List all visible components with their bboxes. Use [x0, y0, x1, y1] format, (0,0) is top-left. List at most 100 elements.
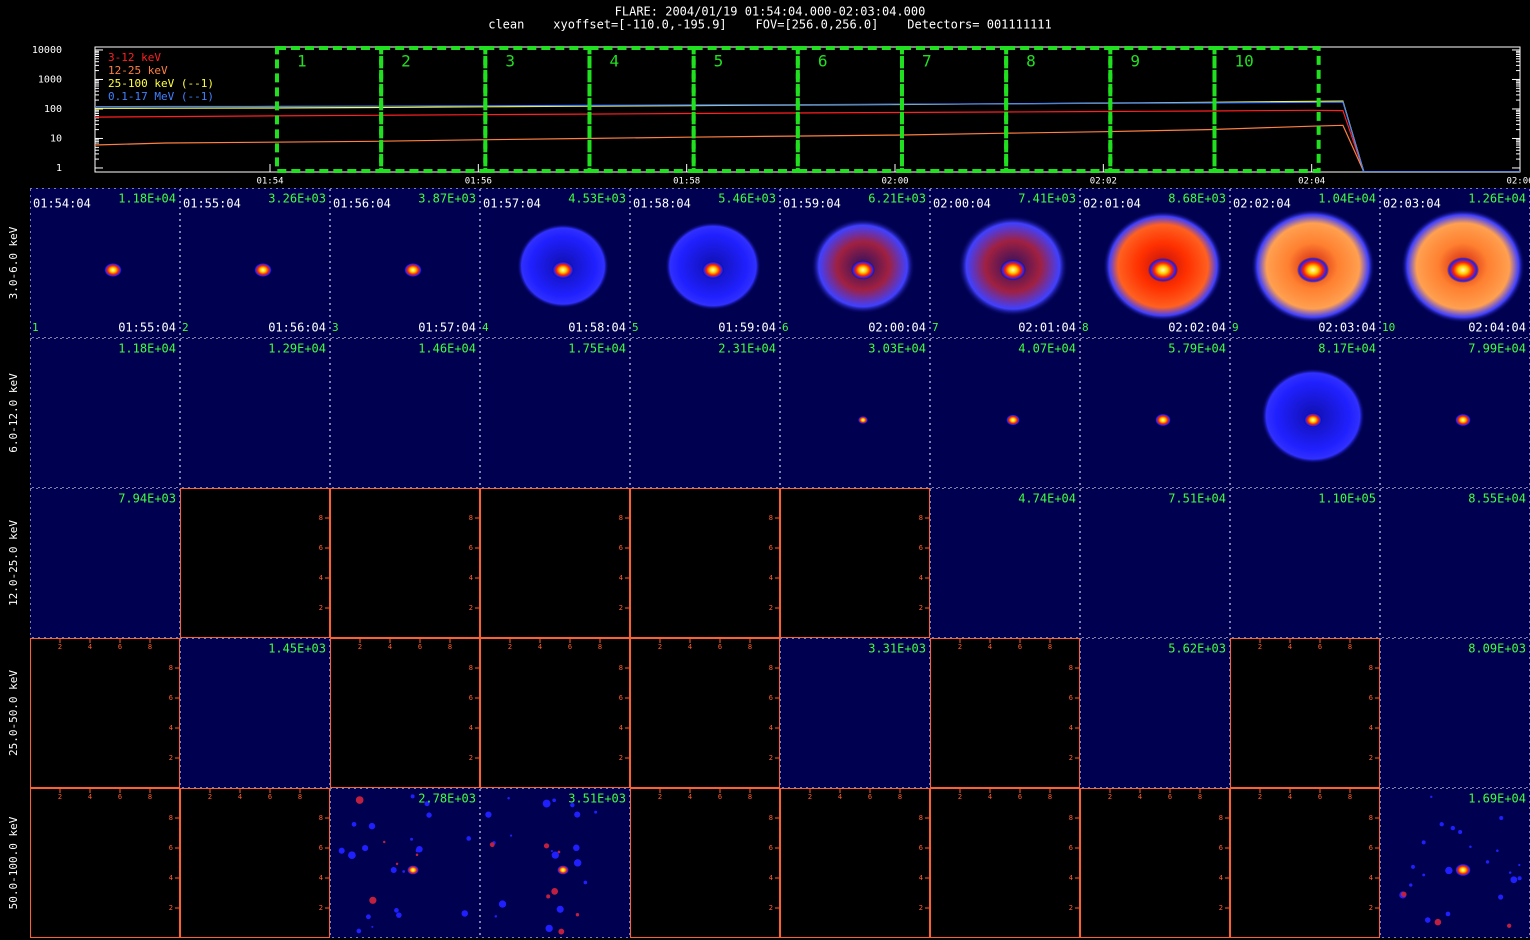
empty-panel	[930, 638, 1080, 788]
axis-tick-label: 2	[1258, 643, 1262, 651]
axis-tick-label: 6	[319, 844, 323, 852]
axis-tick-label: 6	[118, 643, 122, 651]
chart-title: FLARE: 2004/01/19 01:54:04.000-02:03:04.…	[615, 5, 926, 19]
image-panel	[1230, 488, 1380, 638]
row-label: 12.0-25.0 keV	[7, 520, 20, 606]
time-window	[483, 46, 592, 173]
noise-speck	[351, 821, 357, 827]
noise-speck	[558, 928, 565, 935]
time-window	[1004, 46, 1113, 173]
y-tick-label: 100	[44, 104, 62, 115]
axis-tick-label: 2	[208, 793, 212, 801]
max-value: 1.26E+04	[1468, 192, 1526, 206]
panel-index: 2	[182, 321, 189, 334]
axis-tick-label: 6	[769, 844, 773, 852]
axis-tick-label: 8	[1348, 643, 1352, 651]
axis-tick-label: 4	[769, 874, 773, 882]
panel-border	[1380, 488, 1530, 638]
noise-speck	[362, 845, 369, 852]
axis-tick-label: 2	[619, 754, 623, 762]
noise-speck	[570, 802, 575, 808]
end-time: 01:56:04	[268, 321, 326, 335]
end-time: 01:57:04	[418, 321, 476, 335]
noise-speck	[543, 843, 550, 849]
image-panel	[1080, 638, 1230, 788]
max-value: 1.10E+05	[1318, 492, 1376, 506]
end-time: 02:04:04	[1468, 321, 1526, 335]
row-label: 25.0-50.0 keV	[7, 670, 20, 756]
empty-panel	[330, 638, 480, 788]
noise-speck	[1421, 840, 1426, 845]
axis-tick-label: 2	[1369, 754, 1373, 762]
axis-tick-label: 4	[1369, 874, 1373, 882]
axis-tick-label: 4	[988, 793, 992, 801]
axis-tick-label: 8	[1198, 793, 1202, 801]
source-core	[1006, 414, 1020, 426]
start-time: 01:59:04	[783, 197, 841, 211]
axis-tick-label: 8	[898, 793, 902, 801]
axis-tick-label: 2	[469, 604, 473, 612]
axis-tick-label: 6	[169, 844, 173, 852]
axis-tick-label: 6	[1069, 844, 1073, 852]
empty-panel	[480, 488, 630, 638]
source-core	[1455, 863, 1471, 877]
axis-tick-label: 4	[1138, 793, 1142, 801]
panel-border	[1380, 338, 1530, 488]
max-value: 5.79E+04	[1168, 342, 1226, 356]
max-value: 3.26E+03	[268, 192, 326, 206]
axis-tick-label: 4	[919, 874, 923, 882]
axis-tick-label: 8	[1219, 814, 1223, 822]
axis-tick-label: 8	[769, 664, 773, 672]
noise-speck	[1439, 822, 1444, 827]
panel-border	[1230, 188, 1380, 338]
panel-border	[30, 338, 180, 488]
max-value: 3.87E+03	[418, 192, 476, 206]
axis-tick-label: 4	[919, 574, 923, 582]
source-core	[1455, 413, 1471, 427]
image-panel	[330, 338, 480, 488]
noise-speck	[1445, 866, 1453, 875]
noise-speck	[1517, 876, 1522, 881]
noise-speck	[1485, 860, 1490, 864]
source-core	[702, 261, 724, 279]
x-tick-label: 02:02	[1090, 177, 1117, 187]
axis-tick-label: 2	[919, 904, 923, 912]
axis-tick-label: 4	[538, 643, 542, 651]
max-value: 3.51E+03	[568, 792, 626, 806]
panel-border	[630, 188, 780, 338]
start-time: 02:01:04	[1083, 197, 1141, 211]
noise-speck	[545, 924, 553, 933]
noise-speck	[583, 880, 588, 885]
max-value: 2.78E+03	[418, 792, 476, 806]
max-value: 3.31E+03	[868, 642, 926, 656]
end-time: 01:59:04	[718, 321, 776, 335]
noise-speck	[498, 900, 507, 908]
max-value: 1.04E+04	[1318, 192, 1376, 206]
window-label: 9	[1130, 52, 1140, 71]
max-value: 5.62E+03	[1168, 642, 1226, 656]
empty-panel	[930, 788, 1080, 938]
max-value: 1.18E+04	[118, 192, 176, 206]
axis-tick-label: 2	[1108, 793, 1112, 801]
axis-tick-label: 4	[388, 643, 392, 651]
window-label: 5	[714, 52, 724, 71]
source-core	[851, 260, 875, 280]
window-label: 2	[401, 52, 411, 71]
source-core	[552, 261, 574, 279]
source-core	[1148, 258, 1178, 282]
axis-tick-label: 4	[88, 643, 92, 651]
axis-tick-label: 6	[1369, 694, 1373, 702]
panel-border	[480, 788, 630, 938]
axis-tick-label: 6	[268, 793, 272, 801]
axis-tick-label: 4	[1069, 874, 1073, 882]
max-value: 1.45E+03	[268, 642, 326, 656]
noise-speck	[1430, 795, 1433, 799]
axis-tick-label: 2	[658, 793, 662, 801]
axis-tick-label: 6	[619, 694, 623, 702]
panel-border	[1080, 188, 1230, 338]
max-value: 7.99E+04	[1468, 342, 1526, 356]
noise-speck	[552, 798, 557, 803]
panel-border	[1380, 188, 1530, 338]
legend-entry: 25-100 keV (--1)	[108, 77, 214, 90]
axis-tick-label: 2	[769, 754, 773, 762]
